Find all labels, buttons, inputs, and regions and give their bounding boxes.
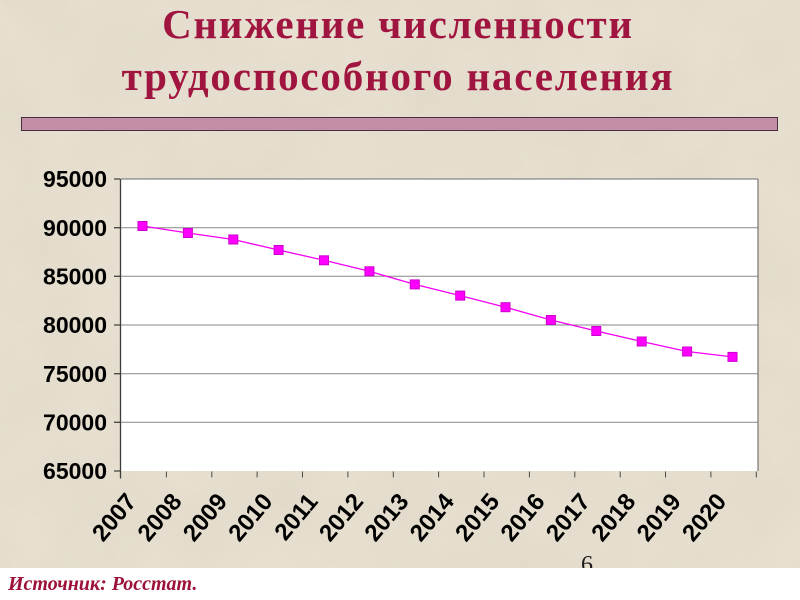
svg-text:65000: 65000 [43,458,107,484]
svg-text:2019: 2019 [632,489,687,547]
svg-text:2016: 2016 [496,489,551,547]
svg-text:2017: 2017 [541,489,596,547]
svg-text:2015: 2015 [450,489,505,547]
svg-text:2007: 2007 [87,489,142,547]
svg-text:80000: 80000 [43,312,107,338]
svg-text:2013: 2013 [359,489,414,547]
svg-text:75000: 75000 [43,361,107,387]
svg-text:2014: 2014 [405,488,460,547]
svg-text:70000: 70000 [43,410,107,436]
svg-text:2010: 2010 [223,489,278,547]
svg-text:2018: 2018 [586,489,641,547]
svg-text:2012: 2012 [314,489,369,547]
svg-text:2009: 2009 [178,489,233,547]
svg-text:2008: 2008 [132,489,187,547]
svg-text:2020: 2020 [677,489,732,547]
svg-text:95000: 95000 [43,166,107,192]
svg-text:2011: 2011 [269,489,323,546]
svg-text:85000: 85000 [43,264,107,290]
svg-text:90000: 90000 [43,215,107,241]
